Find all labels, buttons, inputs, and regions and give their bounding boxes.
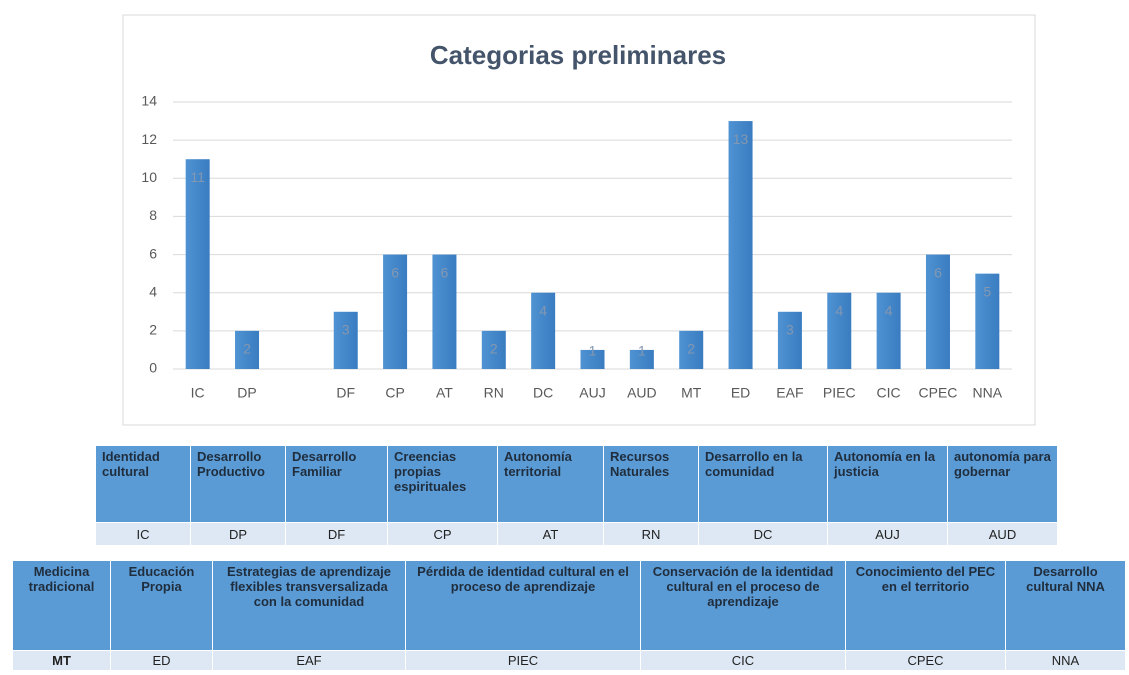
header-cell: Medicina tradicional bbox=[12, 560, 111, 651]
data-label: 3 bbox=[786, 321, 794, 337]
x-tick-label: CIC bbox=[877, 385, 901, 401]
header-cell: Autonomía territorial bbox=[497, 445, 604, 523]
bar bbox=[481, 330, 506, 369]
header-cell: Desarrollo Familiar bbox=[285, 445, 388, 523]
x-tick-label: CP bbox=[385, 385, 404, 401]
x-tick-label: DC bbox=[533, 385, 553, 401]
data-label: 4 bbox=[539, 302, 547, 318]
bar bbox=[975, 273, 1000, 369]
code-cell: DF bbox=[285, 522, 388, 546]
code-cell: MT bbox=[12, 650, 111, 671]
header-cell: autonomía para gobernar bbox=[947, 445, 1058, 523]
header-cell: Desarrollo Productivo bbox=[190, 445, 286, 523]
x-tick-label: AUD bbox=[627, 385, 657, 401]
data-label: 1 bbox=[638, 343, 646, 359]
bar bbox=[333, 311, 358, 369]
x-tick-label: NNA bbox=[973, 385, 1003, 401]
code-cell: DP bbox=[190, 522, 286, 546]
chart: Categorias preliminares 02468101214IC11D… bbox=[122, 14, 1036, 426]
y-tick-label: 8 bbox=[149, 207, 157, 223]
y-tick-label: 12 bbox=[141, 131, 157, 147]
bar bbox=[235, 330, 260, 369]
data-label: 6 bbox=[391, 264, 399, 280]
header-cell: Conservación de la identidad cultural en… bbox=[640, 560, 846, 651]
bar bbox=[876, 292, 901, 369]
data-label: 11 bbox=[190, 169, 205, 185]
bar bbox=[383, 254, 408, 369]
y-tick-label: 14 bbox=[141, 93, 157, 109]
code-cell: CPEC bbox=[845, 650, 1006, 671]
data-label: 3 bbox=[342, 321, 350, 337]
y-tick-label: 0 bbox=[149, 360, 157, 376]
header-cell: Educación Propia bbox=[110, 560, 213, 651]
data-label: 6 bbox=[934, 264, 942, 280]
code-cell: DC bbox=[698, 522, 828, 546]
code-cell: NNA bbox=[1005, 650, 1126, 671]
x-tick-label: AUJ bbox=[579, 385, 605, 401]
header-cell: Autonomía en la justicia bbox=[827, 445, 948, 523]
header-cell: Desarrollo en la comunidad bbox=[698, 445, 828, 523]
code-cell: AUD bbox=[947, 522, 1058, 546]
legend-table-2: Medicina tradicional Educación Propia Estr… bbox=[12, 560, 1126, 671]
data-label: 1 bbox=[589, 343, 597, 359]
header-cell: Estrategias de aprendizaje flexibles tra… bbox=[212, 560, 406, 651]
bar bbox=[925, 254, 950, 369]
data-label: 6 bbox=[441, 264, 449, 280]
x-tick-label: DP bbox=[237, 385, 256, 401]
bar bbox=[185, 159, 210, 369]
code-cell: RN bbox=[603, 522, 699, 546]
bar bbox=[728, 121, 753, 369]
y-tick-label: 6 bbox=[149, 245, 157, 261]
code-cell: ED bbox=[110, 650, 213, 671]
y-tick-label: 4 bbox=[149, 283, 157, 299]
data-label: 5 bbox=[983, 283, 991, 299]
bar bbox=[629, 349, 654, 369]
data-label: 13 bbox=[733, 131, 749, 147]
data-label: 2 bbox=[490, 341, 498, 357]
data-label: 2 bbox=[243, 341, 251, 357]
x-tick-label: DF bbox=[336, 385, 355, 401]
header-cell: Recursos Naturales bbox=[603, 445, 699, 523]
data-label: 4 bbox=[835, 302, 843, 318]
x-tick-label: EAF bbox=[776, 385, 803, 401]
bar bbox=[580, 349, 605, 369]
x-tick-label: AT bbox=[436, 385, 453, 401]
code-cell: CIC bbox=[640, 650, 846, 671]
chart-title: Categorias preliminares bbox=[430, 40, 726, 70]
bar bbox=[432, 254, 457, 369]
bar bbox=[679, 330, 704, 369]
code-cell: EAF bbox=[212, 650, 406, 671]
x-tick-label: IC bbox=[191, 385, 205, 401]
code-cell: PIEC bbox=[405, 650, 641, 671]
header-cell: Creencias propias espirituales bbox=[387, 445, 498, 523]
bar bbox=[777, 311, 802, 369]
header-cell: Pérdida de identidad cultural en el proc… bbox=[405, 560, 641, 651]
code-cell: AUJ bbox=[827, 522, 948, 546]
header-cell: Desarrollo cultural NNA bbox=[1005, 560, 1126, 651]
y-tick-label: 10 bbox=[141, 169, 157, 185]
code-cell: CP bbox=[387, 522, 498, 546]
y-tick-label: 2 bbox=[149, 322, 157, 338]
x-tick-label: ED bbox=[731, 385, 750, 401]
code-cell: IC bbox=[95, 522, 191, 546]
header-cell: Conocimiento del PEC en el territorio bbox=[845, 560, 1006, 651]
legend-table-1: Identidad cultural Desarrollo Productivo D… bbox=[95, 445, 1058, 546]
data-label: 4 bbox=[885, 302, 893, 318]
header-cell: Identidad cultural bbox=[95, 445, 191, 523]
x-tick-label: CPEC bbox=[919, 385, 958, 401]
data-label: 2 bbox=[687, 341, 695, 357]
code-cell: AT bbox=[497, 522, 604, 546]
bar bbox=[827, 292, 852, 369]
x-tick-label: MT bbox=[681, 385, 702, 401]
bar bbox=[531, 292, 556, 369]
x-tick-label: PIEC bbox=[823, 385, 856, 401]
x-tick-label: RN bbox=[484, 385, 504, 401]
